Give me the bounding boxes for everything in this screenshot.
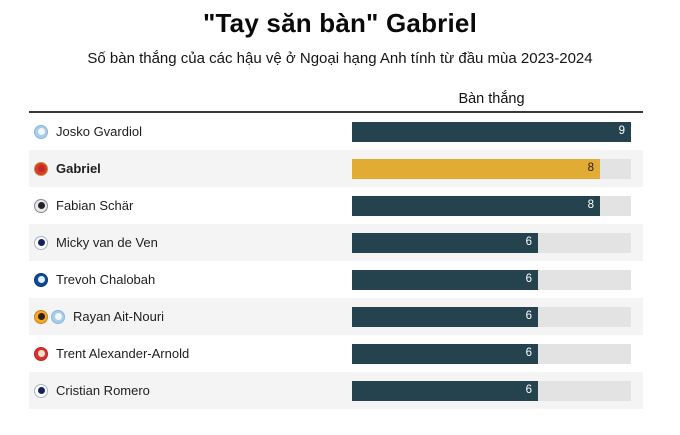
chart-row: Micky van de Ven 6 (29, 224, 643, 261)
bar-fill: 6 (352, 343, 538, 364)
chart-row: Gabriel 8 (29, 150, 643, 187)
player-name: Gabriel (56, 161, 101, 176)
bar-fill: 6 (352, 306, 538, 327)
club-badge-newcastle-icon (34, 198, 48, 213)
club-badge-tottenham-icon (34, 235, 48, 250)
club-badges (34, 272, 48, 287)
bar-fill: 6 (352, 380, 538, 401)
row-label-cell: Trevoh Chalobah (29, 272, 352, 287)
bar-value-label: 6 (525, 309, 532, 322)
club-badges (34, 235, 48, 250)
club-badge-liverpool-icon (34, 346, 48, 361)
bar-track: 8 (352, 158, 631, 179)
chart-row: Josko Gvardiol 9 (29, 113, 643, 150)
club-badge-chelsea-icon (34, 272, 48, 287)
row-label-cell: Micky van de Ven (29, 235, 352, 250)
bar-value-label: 8 (587, 198, 594, 211)
row-label-cell: Cristian Romero (29, 383, 352, 398)
club-badges (34, 383, 48, 398)
club-badge-arsenal-icon (34, 161, 48, 176)
club-badges (34, 346, 48, 361)
row-label-cell: Rayan Ait-Nouri (29, 309, 352, 324)
bar-fill: 6 (352, 232, 538, 253)
header-divider (29, 111, 643, 113)
chart-title: "Tay săn bàn" Gabriel (202, 8, 477, 38)
row-label-cell: Trent Alexander-Arnold (29, 346, 352, 361)
bar-value-label: 6 (525, 346, 532, 359)
bar-fill: 9 (352, 121, 631, 142)
axis-header-row: Bàn thắng (29, 67, 643, 111)
bar-track: 6 (352, 269, 631, 290)
bar-track: 6 (352, 306, 631, 327)
bar-value-label: 8 (587, 161, 594, 174)
chart-row: Trent Alexander-Arnold 6 (29, 335, 643, 372)
club-badges (34, 161, 48, 176)
player-name: Trent Alexander-Arnold (56, 346, 190, 361)
bar-track: 6 (352, 380, 631, 401)
player-name: Josko Gvardiol (56, 124, 142, 139)
player-name: Cristian Romero (56, 383, 150, 398)
chart-row: Fabian Schär 8 (29, 187, 643, 224)
chart-row: Rayan Ait-Nouri 6 (29, 298, 643, 335)
club-badges (34, 309, 65, 324)
bar-value-label: 6 (525, 272, 532, 285)
chart-subtitle: Số bàn thắng của các hậu vệ ở Ngoại hạng… (87, 50, 593, 67)
chart-row: Trevoh Chalobah 6 (29, 261, 643, 298)
club-badges (34, 124, 48, 139)
bar-track: 9 (352, 121, 631, 142)
player-name: Trevoh Chalobah (56, 272, 156, 287)
bar-chart: Bàn thắng Josko Gvardiol 9 Gabriel 8 (29, 67, 643, 409)
bar-value-label: 6 (525, 383, 532, 396)
club-badge-man-city-icon (51, 309, 65, 324)
player-name: Fabian Schär (56, 198, 134, 213)
row-label-cell: Fabian Schär (29, 198, 352, 213)
bar-fill: 8 (352, 195, 600, 216)
club-badges (34, 198, 48, 213)
club-badge-wolves-icon (34, 309, 48, 324)
bar-fill: 8 (352, 158, 600, 179)
bar-value-label: 6 (525, 235, 532, 248)
club-badge-tottenham-icon (34, 383, 48, 398)
row-label-cell: Gabriel (29, 161, 352, 176)
bar-track: 8 (352, 195, 631, 216)
bar-track: 6 (352, 343, 631, 364)
bar-track: 6 (352, 232, 631, 253)
chart-rows: Josko Gvardiol 9 Gabriel 8 Fabian Schär … (29, 113, 643, 409)
player-name: Rayan Ait-Nouri (73, 309, 165, 324)
value-axis-label: Bàn thắng (458, 91, 525, 107)
chart-row: Cristian Romero 6 (29, 372, 643, 409)
row-label-cell: Josko Gvardiol (29, 124, 352, 139)
club-badge-man-city-icon (34, 124, 48, 139)
player-name: Micky van de Ven (56, 235, 158, 250)
bar-fill: 6 (352, 269, 538, 290)
bar-value-label: 9 (618, 124, 625, 137)
